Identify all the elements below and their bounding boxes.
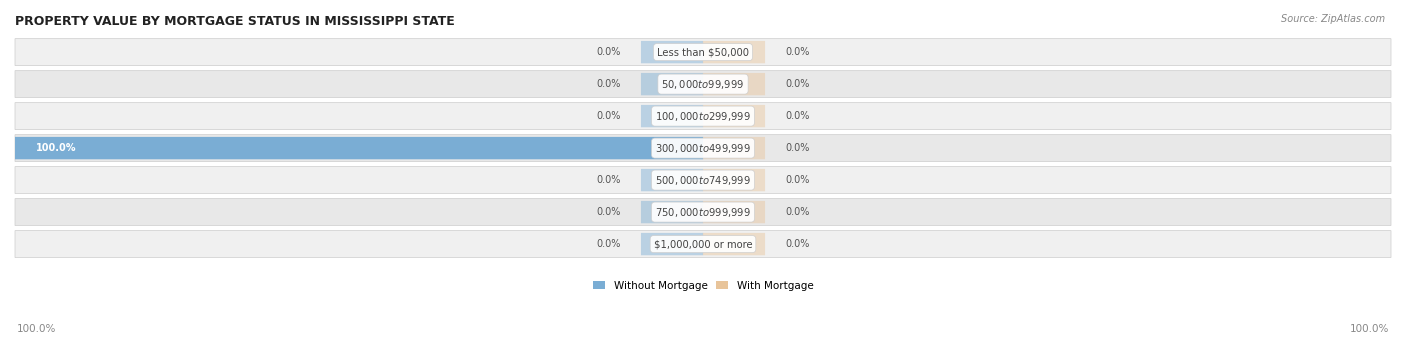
Text: 0.0%: 0.0%: [786, 175, 810, 185]
FancyBboxPatch shape: [703, 201, 765, 223]
Text: 0.0%: 0.0%: [596, 47, 620, 57]
Text: 0.0%: 0.0%: [786, 79, 810, 89]
FancyBboxPatch shape: [703, 169, 765, 191]
Text: $750,000 to $999,999: $750,000 to $999,999: [655, 206, 751, 219]
Text: $500,000 to $749,999: $500,000 to $749,999: [655, 174, 751, 187]
Text: 100.0%: 100.0%: [1350, 324, 1389, 334]
FancyBboxPatch shape: [15, 137, 703, 159]
Text: 0.0%: 0.0%: [596, 111, 620, 121]
Text: 100.0%: 100.0%: [17, 324, 56, 334]
Text: 0.0%: 0.0%: [786, 143, 810, 153]
Text: $1,000,000 or more: $1,000,000 or more: [654, 239, 752, 249]
Text: 0.0%: 0.0%: [596, 239, 620, 249]
Text: $300,000 to $499,999: $300,000 to $499,999: [655, 142, 751, 154]
FancyBboxPatch shape: [15, 199, 1391, 225]
FancyBboxPatch shape: [641, 169, 703, 191]
Text: 0.0%: 0.0%: [596, 79, 620, 89]
FancyBboxPatch shape: [15, 135, 1391, 162]
FancyBboxPatch shape: [641, 41, 703, 63]
Text: 0.0%: 0.0%: [596, 207, 620, 217]
FancyBboxPatch shape: [703, 105, 765, 127]
FancyBboxPatch shape: [641, 233, 703, 255]
FancyBboxPatch shape: [641, 105, 703, 127]
FancyBboxPatch shape: [703, 73, 765, 95]
FancyBboxPatch shape: [703, 41, 765, 63]
FancyBboxPatch shape: [641, 201, 703, 223]
Text: 0.0%: 0.0%: [786, 207, 810, 217]
Text: 0.0%: 0.0%: [786, 47, 810, 57]
FancyBboxPatch shape: [703, 137, 765, 159]
Legend: Without Mortgage, With Mortgage: Without Mortgage, With Mortgage: [589, 277, 817, 295]
FancyBboxPatch shape: [15, 71, 1391, 98]
Text: $50,000 to $99,999: $50,000 to $99,999: [661, 78, 745, 91]
Text: PROPERTY VALUE BY MORTGAGE STATUS IN MISSISSIPPI STATE: PROPERTY VALUE BY MORTGAGE STATUS IN MIS…: [15, 15, 454, 28]
Text: $100,000 to $299,999: $100,000 to $299,999: [655, 109, 751, 123]
FancyBboxPatch shape: [15, 39, 1391, 65]
FancyBboxPatch shape: [15, 103, 1391, 130]
Text: Less than $50,000: Less than $50,000: [657, 47, 749, 57]
FancyBboxPatch shape: [703, 233, 765, 255]
FancyBboxPatch shape: [15, 167, 1391, 194]
Text: 100.0%: 100.0%: [35, 143, 76, 153]
FancyBboxPatch shape: [641, 73, 703, 95]
FancyBboxPatch shape: [15, 231, 1391, 257]
Text: 0.0%: 0.0%: [786, 111, 810, 121]
Text: 0.0%: 0.0%: [786, 239, 810, 249]
Text: 0.0%: 0.0%: [596, 175, 620, 185]
Text: Source: ZipAtlas.com: Source: ZipAtlas.com: [1281, 14, 1385, 24]
